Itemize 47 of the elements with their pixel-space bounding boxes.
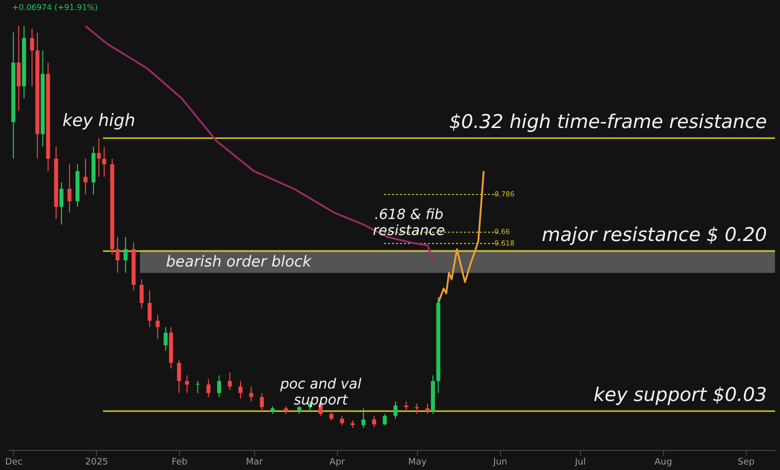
candlestick (404, 400, 408, 412)
candlestick (340, 415, 344, 426)
candlestick (185, 374, 190, 394)
candlestick (361, 408, 366, 428)
x-tick-label: Feb (172, 458, 188, 468)
candlestick (206, 378, 210, 398)
x-tick-label: Jul (574, 458, 586, 468)
candlestick (30, 28, 34, 87)
candlestick (260, 392, 264, 412)
annotation: key high (62, 111, 136, 132)
ref-line-label: key support $0.03 (594, 384, 767, 406)
x-tick-label: 2025 (85, 458, 108, 468)
candlestick (394, 400, 398, 420)
candlestick (148, 290, 152, 328)
candlestick (329, 410, 334, 421)
x-tick-label: Dec (5, 458, 23, 468)
candlestick (164, 326, 168, 352)
text: +0.06974 (+91.91%) (12, 3, 98, 12)
candlestick (228, 372, 232, 391)
candlestick (140, 278, 144, 310)
candlestick (116, 236, 120, 274)
ref-line-label: $0.32 high time-frame resistance (449, 111, 767, 134)
x-tick-label: May (408, 458, 428, 468)
x-tick-label: Sep (738, 458, 755, 468)
annotation: .618 & fib resistance (372, 207, 446, 240)
x-tick-label: Apr (329, 458, 346, 468)
candlestick (102, 146, 106, 178)
candlestick (156, 314, 160, 340)
candlestick (16, 26, 21, 112)
band-label: bearish order block (166, 252, 313, 270)
candlestick (249, 386, 254, 402)
candlestick (382, 413, 387, 426)
annotation: poc and val support (279, 376, 362, 408)
candlestick (372, 415, 376, 428)
x-tick-label: Mar (246, 458, 264, 468)
candlestick (217, 374, 222, 398)
candlestick (59, 182, 64, 226)
ref-line-label: major resistance $ 0.20 (542, 224, 767, 246)
candlestick (84, 158, 88, 195)
x-tick-label: Aug (654, 458, 672, 468)
candlestick (238, 380, 243, 400)
x-tick-label: Jun (492, 458, 508, 468)
candlestick (177, 360, 182, 394)
candlestick (124, 236, 128, 274)
candlestick (96, 138, 101, 178)
candlestick (414, 402, 419, 414)
candlestick (67, 164, 72, 214)
